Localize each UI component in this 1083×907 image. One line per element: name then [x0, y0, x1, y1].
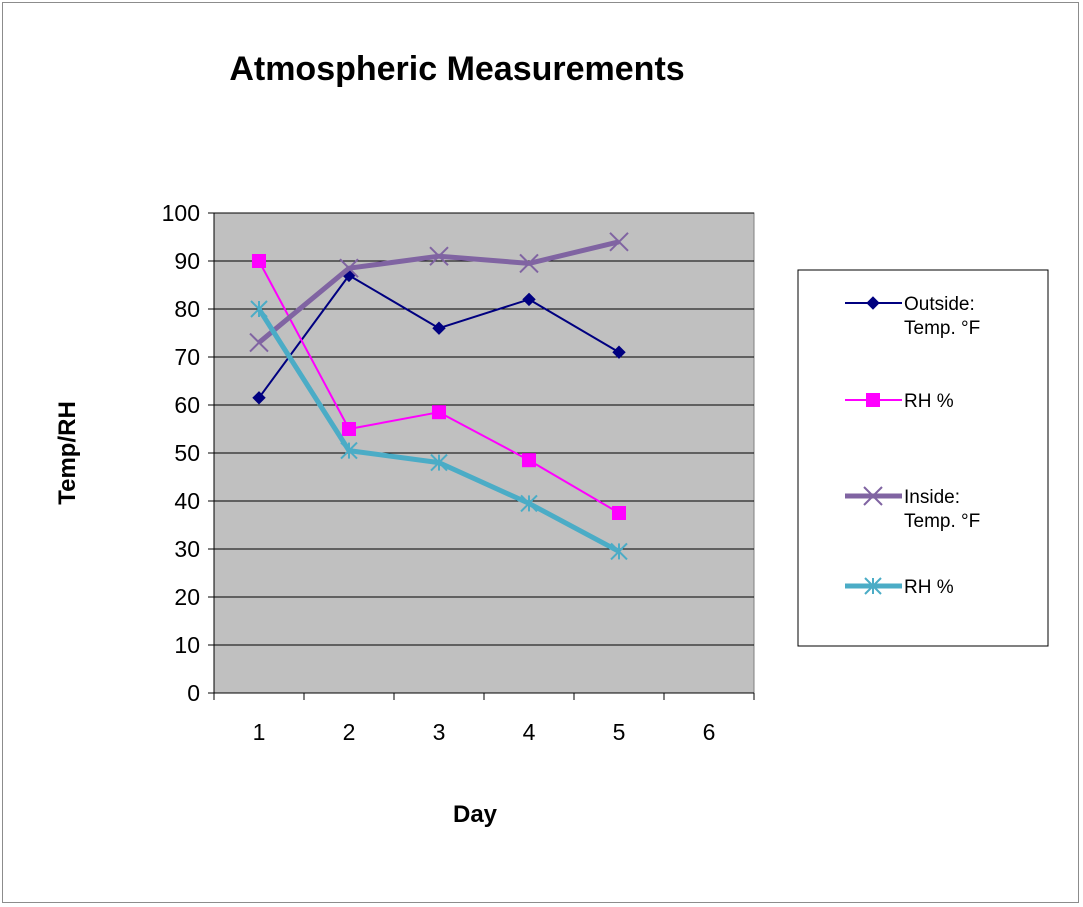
x-tick-label: 3: [433, 719, 446, 745]
x-tick-label: 1: [253, 719, 266, 745]
legend-item-2: RH %: [845, 391, 954, 412]
legend-label: Temp. °F: [904, 511, 980, 532]
y-tick-label: 10: [174, 632, 200, 658]
series-layer: [249, 232, 629, 561]
series-3-point-stroke: [609, 232, 629, 252]
series-4: [250, 300, 628, 561]
series-3-point: [429, 246, 449, 266]
legend-marker: [866, 296, 880, 310]
x-tick-labels: 1 2 3 4 5 6: [253, 719, 716, 745]
series-4-point: [610, 542, 628, 561]
axes: [208, 212, 755, 700]
series-4-point: [250, 300, 268, 318]
chart-title: Atmospheric Measurements: [229, 50, 684, 88]
series-2-point: [342, 422, 356, 436]
series-2: [252, 254, 626, 520]
legend-label: RH %: [904, 391, 954, 412]
y-tick-label: 20: [174, 584, 200, 610]
legend-marker: [863, 486, 883, 506]
legend-marker: [864, 577, 882, 595]
series-3-point-stroke: [339, 258, 359, 278]
y-tick-label: 40: [174, 488, 200, 514]
series-4-point: [430, 453, 448, 472]
series-2-point: [252, 254, 266, 268]
y-tick-labels: 0 10 20 30 40 50 60 70 80 90 100: [162, 200, 200, 706]
grid-lines: [214, 212, 754, 646]
legend-label: RH %: [904, 577, 954, 598]
x-tick-label: 6: [703, 719, 716, 745]
y-tick-label: 0: [187, 680, 200, 706]
series-3-point-stroke: [429, 246, 449, 266]
series-4-point: [340, 441, 358, 460]
legend-label: Inside:: [904, 487, 960, 508]
series-1-point: [432, 321, 446, 335]
legend: Outside: Temp. °F RH % Inside: Temp. °F RH %: [845, 294, 980, 598]
legend-marker: [866, 393, 880, 407]
series-1-point: [252, 391, 266, 405]
series-3-point-stroke: [519, 253, 539, 274]
legend-box: [797, 269, 1049, 647]
series-3-point: [339, 258, 359, 278]
legend-item-4: RH %: [845, 577, 954, 598]
y-tick-label: 100: [162, 200, 200, 226]
legend-item-3: Inside: Temp. °F: [845, 486, 980, 532]
x-axis-label: Day: [453, 801, 498, 828]
y-tick-label: 60: [174, 392, 200, 418]
legend-label: Temp. °F: [904, 318, 980, 339]
series-2-point: [432, 405, 446, 420]
series-3-point-stroke: [249, 332, 269, 353]
series-1-point: [612, 345, 626, 359]
y-tick-label: 70: [174, 344, 200, 370]
y-tick-label: 50: [174, 440, 200, 466]
x-tick-label: 4: [523, 719, 536, 745]
series-2-point: [612, 506, 626, 520]
series-4-point: [520, 494, 538, 513]
x-tick-label: 5: [613, 719, 626, 745]
series-3-point: [519, 253, 539, 274]
y-tick-label: 90: [174, 248, 200, 274]
x-tick-label: 2: [343, 719, 356, 745]
legend-item-1: Outside: Temp. °F: [845, 294, 980, 339]
y-tick-label: 30: [174, 536, 200, 562]
series-3: [249, 232, 629, 353]
series-1-point: [522, 292, 536, 307]
legend-marker-stroke: [863, 486, 883, 506]
y-axis-label: Temp/RH: [54, 401, 81, 505]
legend-label: Outside:: [904, 294, 975, 315]
y-tick-label: 80: [174, 296, 200, 322]
series-3-point: [609, 232, 629, 252]
series-2-point: [522, 453, 536, 468]
series-3-point: [249, 332, 269, 353]
